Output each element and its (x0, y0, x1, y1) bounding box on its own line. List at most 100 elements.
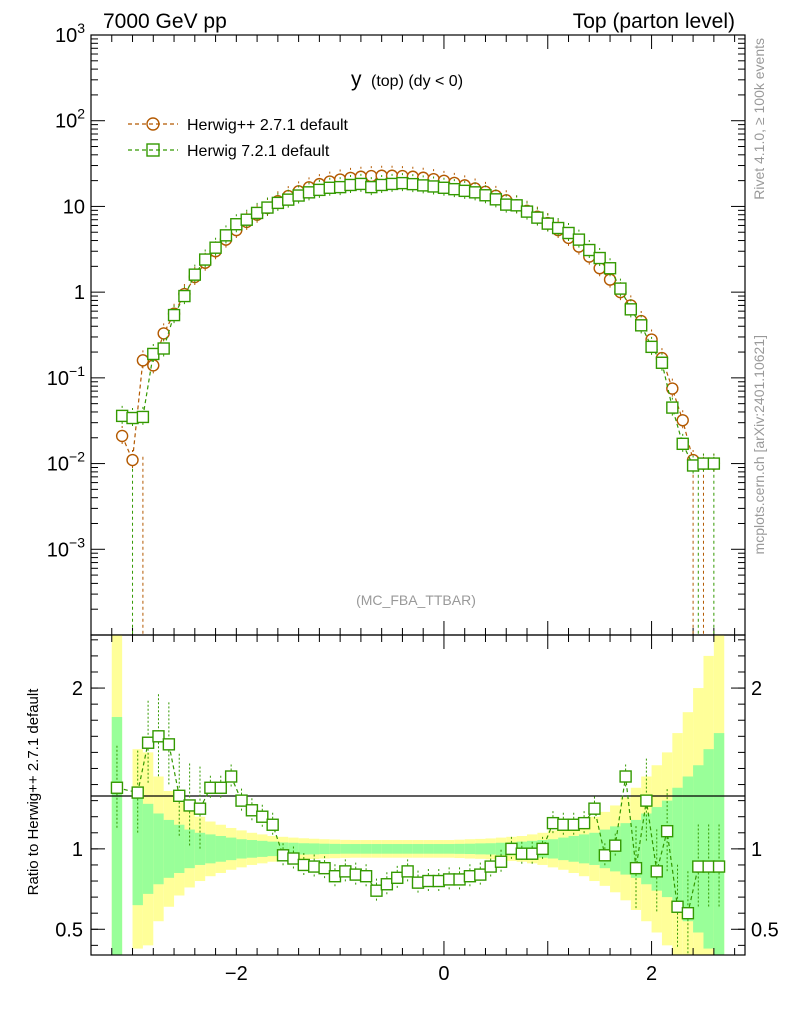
data-point-square (157, 342, 170, 355)
band-inner-bin (651, 807, 662, 891)
data-point-square (209, 241, 222, 254)
band-inner-bin (433, 844, 444, 854)
data-point-square (427, 180, 440, 193)
ratio-point (598, 849, 612, 862)
x-tick-label: −2 (225, 963, 248, 985)
data-point-square (551, 221, 565, 235)
ratio-point (224, 770, 238, 783)
data-point-square (219, 229, 233, 242)
ratio-bands (111, 635, 725, 955)
ratio-point (173, 789, 186, 803)
data-point-square (333, 180, 347, 194)
ratio-y-tick-label-right: 0.5 (751, 919, 779, 941)
band-inner-bin (153, 813, 164, 885)
legend-marker-circle (146, 117, 160, 131)
ratio-point (131, 786, 144, 799)
data-point-square (634, 319, 648, 332)
band-inner-bin (288, 842, 299, 855)
data-point-square (686, 459, 700, 472)
data-point-circle (136, 354, 150, 367)
y-tick-label: 102 (55, 106, 85, 133)
ratio-point (256, 810, 269, 823)
band-inner-bin (672, 787, 683, 910)
data-point-square (126, 411, 139, 425)
band-inner-bin (443, 844, 455, 854)
data-point-square (396, 176, 409, 190)
ratio-point (422, 874, 435, 888)
band-inner-bin (319, 843, 330, 855)
band-inner-bin (360, 844, 372, 854)
ratio-point (681, 906, 695, 920)
ratio-y-tick-label-right: 2 (751, 678, 762, 700)
data-point-square (707, 457, 721, 470)
ratio-point (494, 855, 508, 868)
ratio-y-tick-label-left: 2 (72, 678, 83, 700)
rivet-label: Rivet 4.1.0, ≥ 100k events (751, 38, 767, 200)
legend-label-herwig-pp: Herwig++ 2.7.1 default (187, 117, 349, 134)
data-point-square (510, 199, 523, 212)
legend-marker-square (146, 143, 160, 157)
ratio-point (536, 842, 549, 856)
ratio-point (141, 736, 155, 749)
data-point-square (676, 437, 689, 451)
band-inner-bin (340, 844, 351, 854)
data-point-square (489, 193, 503, 206)
band-inner-bin (215, 836, 226, 862)
ratio-point (152, 730, 165, 743)
data-point-square (261, 201, 274, 214)
data-point-square (188, 268, 202, 281)
ratio-point (567, 818, 580, 831)
data-point-square (302, 186, 316, 199)
data-point-square (115, 409, 129, 423)
ratio-point (546, 816, 560, 830)
ratio-point (577, 816, 591, 830)
band-inner-bin (371, 844, 382, 854)
band-inner-bin (298, 843, 309, 855)
ratio-point (193, 802, 207, 815)
data-point-square (365, 180, 378, 194)
ratio-point (307, 860, 321, 873)
ratio-point (245, 804, 259, 817)
plot-title-main: y (351, 68, 362, 91)
main-series (115, 165, 721, 635)
data-point-square (406, 177, 420, 191)
series-line (121, 175, 714, 465)
ratio-point (339, 865, 352, 878)
band-inner-bin (578, 834, 590, 864)
band-inner-bin (454, 843, 465, 854)
y-tick-label: 10 (63, 196, 85, 218)
data-point-square (240, 213, 253, 226)
data-point-circle (126, 453, 139, 467)
ratio-point (463, 870, 477, 883)
data-point-square (354, 177, 368, 191)
data-point-square (448, 182, 461, 196)
band-inner-bin (641, 813, 652, 885)
ratio-point (660, 824, 674, 838)
data-point-square (666, 401, 679, 414)
ratio-point (515, 847, 529, 860)
data-point-square (655, 356, 669, 369)
ratio-series (110, 694, 726, 956)
ratio-point (401, 865, 414, 878)
data-point-square (147, 347, 160, 361)
data-point-square (593, 251, 606, 265)
ratio-point (183, 799, 196, 812)
ratio-point (609, 839, 622, 852)
ratio-point (266, 818, 279, 831)
ratio-frame (90, 634, 746, 956)
ratio-point (557, 818, 570, 831)
series-line (121, 182, 714, 467)
ratio-panel: 2 2 1 1 0.5 0.5 −2 0 2 Ratio to Herwig++ 2.7.1 d… (25, 634, 779, 985)
ratio-point (702, 860, 715, 873)
ratio-point (162, 738, 176, 751)
band-inner-bin (682, 776, 694, 922)
data-point-square (479, 189, 492, 202)
band-inner-bin (485, 843, 496, 855)
data-point-square (178, 289, 191, 303)
data-point-circle (115, 429, 129, 443)
data-point-square (416, 179, 430, 192)
ratio-point (474, 868, 487, 881)
